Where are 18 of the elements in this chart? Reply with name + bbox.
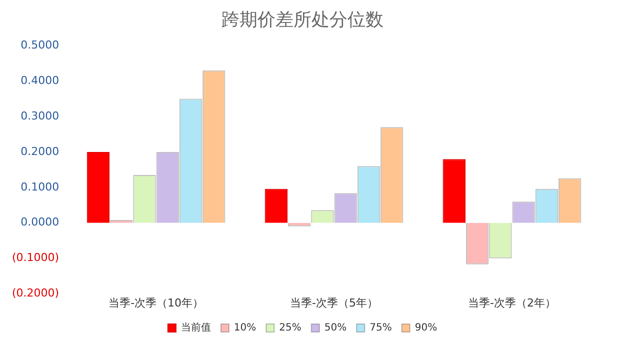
x-tick-label: 当季-次季（10年） [108,296,204,310]
x-tick-label: 当季-次季（5年） [290,296,378,310]
chart-title: 跨期价差所处分位数 [222,9,384,30]
legend-label: 25% [279,322,302,334]
y-tick-label: 0.2000 [20,144,60,158]
legend-label: 75% [370,322,392,334]
y-tick-label: 0.3000 [20,109,60,122]
y-tick-label: 0.0000 [20,216,60,229]
y-tick-label: 0.4000 [20,74,60,87]
legend-label: 50% [324,322,347,334]
y-tick-label: 0.1000 [20,180,60,194]
y-tick-label: (0.2000) [12,286,60,300]
legend-label: 当前值 [180,322,211,334]
legend-label: 90% [414,322,438,334]
y-tick-label: (0.1000) [12,251,60,264]
x-tick-label: 当季-次季（2年） [468,296,556,310]
y-tick-label: 0.5000 [20,38,60,52]
legend-label: 10% [234,322,256,334]
